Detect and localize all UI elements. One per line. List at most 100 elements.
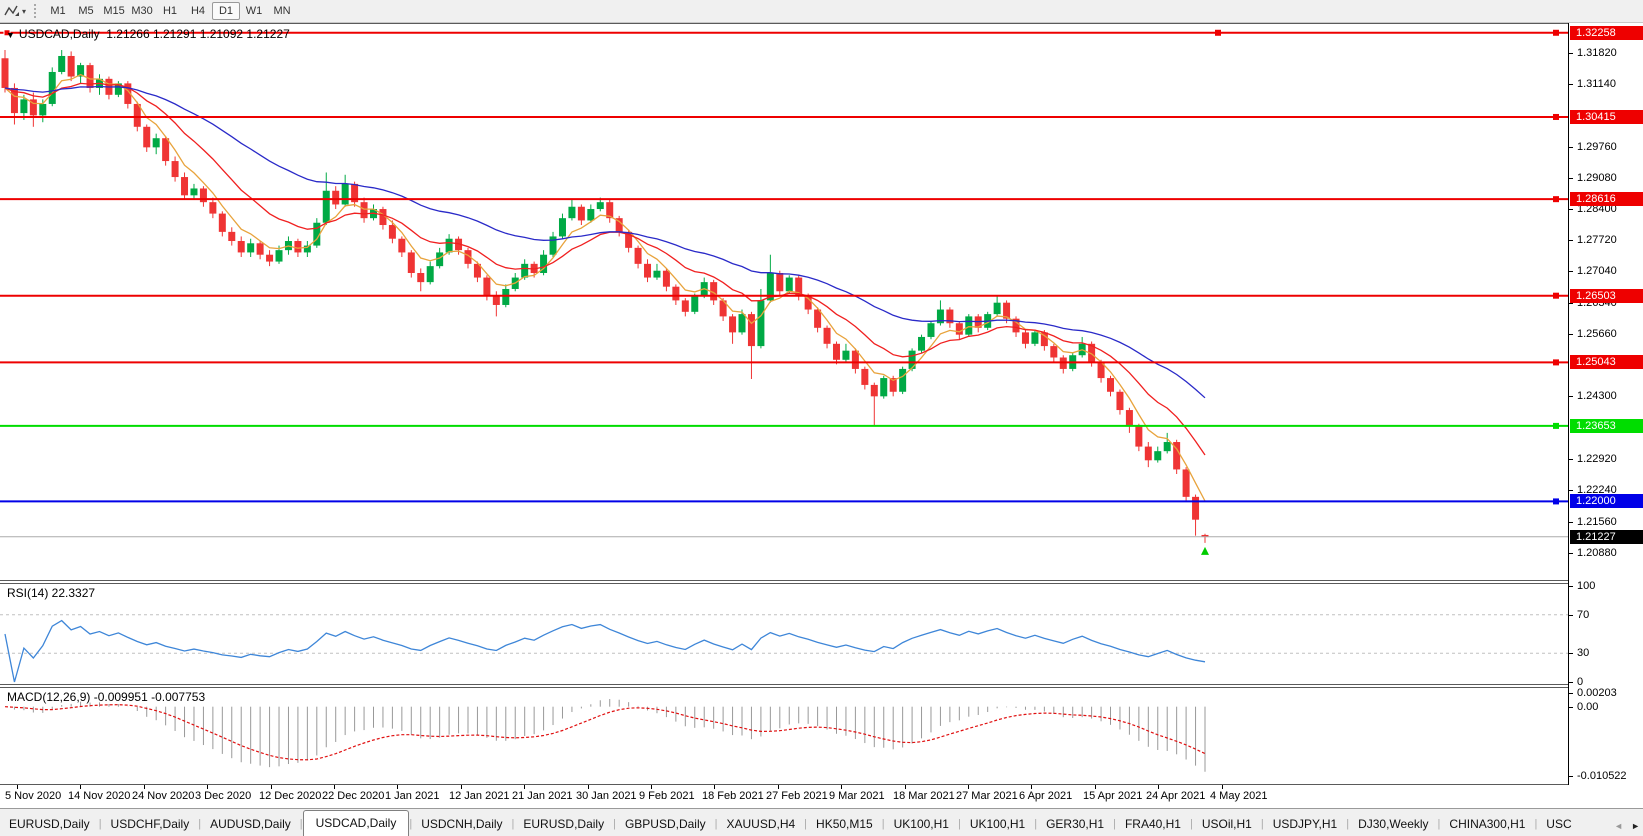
date-label: 12 Dec 2020: [259, 790, 322, 802]
scroll-right-icon[interactable]: ►: [1631, 821, 1640, 831]
candle-body: [294, 241, 302, 253]
tab-eurusd-daily[interactable]: EURUSD,Daily: [9, 817, 90, 831]
tab-usdjpy-h1[interactable]: USDJPY,H1: [1272, 817, 1338, 831]
tab-audusd-daily[interactable]: AUDUSD,Daily: [210, 817, 291, 831]
candle-body: [691, 295, 699, 312]
ma-line-fast: [4, 73, 1206, 502]
candle-body: [880, 378, 888, 397]
tab-gbpusd-daily[interactable]: GBPUSD,Daily: [624, 817, 706, 831]
timeframe-button-h1[interactable]: H1: [162, 5, 178, 17]
candle-body: [492, 295, 500, 305]
line-handle[interactable]: [3, 29, 11, 37]
macd-panel: [4, 699, 1206, 772]
tab-separator: |: [1034, 818, 1038, 830]
price-arrow-icon: [1201, 546, 1209, 555]
candle-body: [1040, 332, 1048, 347]
date-label: 24 Nov 2020: [132, 790, 195, 802]
candle-body: [1012, 318, 1020, 333]
chart-plot: [0, 23, 1568, 785]
timeframe-button-mn[interactable]: MN: [273, 5, 291, 17]
date-tick-mark: [1158, 785, 1159, 789]
tab-separator: |: [881, 818, 885, 830]
toolbar-grip[interactable]: [34, 4, 37, 18]
tab-xauusd-h4[interactable]: XAUUSD,H4: [726, 817, 796, 831]
tab-separator: |: [1189, 818, 1193, 830]
candle-body: [171, 161, 179, 178]
line-handle[interactable]: [1553, 422, 1559, 429]
axis-tick-mark: [1569, 146, 1573, 148]
line-handle[interactable]: [1553, 196, 1559, 203]
tab-separator: |: [1113, 818, 1116, 830]
candle-body: [181, 177, 189, 196]
price-tick-label: 1.27720: [1577, 234, 1617, 247]
timeframe-button-w1[interactable]: W1: [245, 5, 263, 17]
price-tick-label: 1.20880: [1577, 546, 1617, 559]
tab-ger30-h1[interactable]: GER30,H1: [1046, 817, 1105, 831]
candle-body: [199, 188, 207, 203]
tab-uk100-h1[interactable]: UK100,H1: [969, 817, 1026, 831]
candle-body: [417, 272, 425, 283]
macd-tick-label: 0.00: [1577, 701, 1599, 713]
date-tick-mark: [524, 785, 525, 789]
date-label: 9 Feb 2021: [639, 790, 695, 802]
candle-body: [549, 236, 557, 255]
candle-body: [918, 336, 926, 351]
candle-body: [10, 87, 18, 114]
tab-hk50-m15[interactable]: HK50,M15: [816, 817, 873, 831]
candle-body: [237, 241, 245, 253]
candle-body: [143, 126, 151, 148]
timeframe-button-m15[interactable]: M15: [103, 5, 125, 17]
timeframe-button-d1[interactable]: D1: [212, 2, 241, 20]
line-handle[interactable]: [1553, 29, 1559, 36]
candle-body: [20, 99, 28, 114]
cursor-tool-button[interactable]: ▾: [0, 1, 30, 21]
date-tick-mark: [1031, 785, 1032, 789]
tab-usc[interactable]: USC: [1546, 817, 1572, 831]
tab-usdcnh-daily[interactable]: USDCNH,Daily: [421, 817, 503, 831]
candle-body: [596, 202, 604, 210]
price-tick-label: 1.24300: [1577, 390, 1617, 403]
timeframe-button-m1[interactable]: M1: [50, 5, 66, 17]
tab-eurusd-daily[interactable]: EURUSD,Daily: [523, 817, 605, 831]
timeframe-button-m30[interactable]: M30: [131, 5, 153, 17]
candle-body: [644, 263, 652, 278]
timeframe-button-h4[interactable]: H4: [190, 5, 206, 17]
candle-body: [1192, 496, 1200, 520]
date-label: 30 Jan 2021: [576, 790, 637, 802]
tab-china300-h1[interactable]: CHINA300,H1: [1449, 817, 1526, 831]
date-tick-mark: [461, 785, 462, 789]
line-handle[interactable]: [1553, 498, 1559, 505]
timeframe-button-m5[interactable]: M5: [78, 5, 94, 17]
tab-usoil-h1[interactable]: USOil,H1: [1201, 817, 1252, 831]
line-handle[interactable]: [1553, 359, 1559, 366]
candles-layer: [1, 50, 1209, 543]
scroll-left-icon[interactable]: ◄: [1614, 821, 1624, 831]
candle-body: [29, 99, 37, 116]
tab-separator: |: [1437, 818, 1441, 830]
tab-fra40-h1[interactable]: FRA40,H1: [1124, 817, 1181, 831]
tab-dj30-weekly[interactable]: DJ30,Weekly: [1358, 817, 1429, 831]
axis-tick-mark: [1569, 83, 1573, 85]
price-level-label: 1.28616: [1570, 192, 1643, 206]
candle-body: [814, 309, 822, 328]
candle-body: [360, 202, 368, 219]
candle-body: [1173, 442, 1181, 470]
candle-body: [568, 206, 576, 219]
price-tick-label: 1.31820: [1577, 46, 1617, 59]
timeframe-buttons: M1 M5 M15 M30 H1 H4 D1 W1 MN: [44, 2, 296, 20]
line-handle[interactable]: [1553, 113, 1559, 120]
tab-usdcad-daily[interactable]: USDCAD,Daily: [302, 810, 410, 836]
candle-body: [785, 277, 793, 292]
line-handle[interactable]: [1215, 29, 1221, 36]
date-label: 24 Apr 2021: [1146, 790, 1206, 802]
date-tick-mark: [1095, 785, 1096, 789]
rsi-tick-label: 30: [1577, 647, 1590, 659]
line-handle[interactable]: [1553, 292, 1559, 299]
tab-separator: |: [1534, 818, 1538, 830]
candle-body: [218, 213, 226, 232]
tab-uk100-h1[interactable]: UK100,H1: [893, 817, 949, 831]
tab-usdchf-daily[interactable]: USDCHF,Daily: [110, 817, 190, 831]
candle-body: [351, 183, 359, 203]
candle-body: [719, 300, 727, 317]
candle-body: [927, 323, 935, 337]
